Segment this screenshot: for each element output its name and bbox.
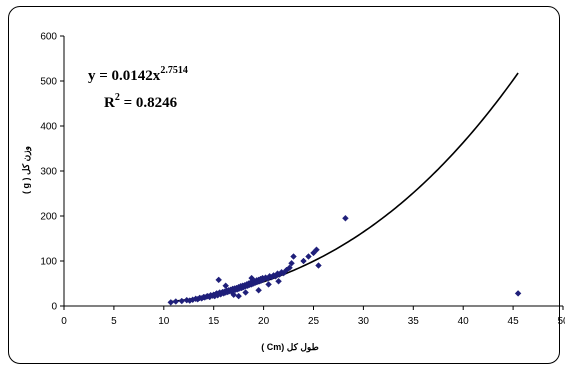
data-point <box>235 292 242 300</box>
trendline <box>168 72 519 303</box>
y-tick-label: 0 <box>51 302 57 313</box>
data-point <box>167 299 175 306</box>
data-point <box>255 286 262 294</box>
x-axis-title: طول کل (Cm ) <box>261 342 318 353</box>
x-tick-label: 45 <box>508 316 520 327</box>
x-tick-label: 40 <box>458 316 470 327</box>
chart-frame <box>8 6 560 364</box>
y-axis-title: وزن کل ( g ) <box>21 146 32 194</box>
y-tick-labels: 0 100 200 300 400 500 600 <box>40 32 57 313</box>
data-point <box>290 253 297 260</box>
data-points <box>167 214 522 306</box>
y-tick-label: 300 <box>40 167 57 178</box>
x-tick-label: 30 <box>358 316 370 327</box>
x-tick-label: 20 <box>258 316 270 327</box>
x-tick-label: 35 <box>408 316 420 327</box>
data-point <box>342 214 349 222</box>
equation-line-1: y = 0.0142x2.7514 <box>88 65 188 84</box>
y-tick-label: 100 <box>40 257 57 268</box>
data-point <box>315 262 322 269</box>
data-point <box>305 253 312 260</box>
data-point <box>286 264 293 272</box>
x-tick-label: 25 <box>308 316 320 327</box>
y-tick-label: 400 <box>40 122 57 133</box>
y-tick-label: 600 <box>40 32 57 43</box>
y-tick-label: 500 <box>40 77 57 88</box>
data-point <box>313 246 320 254</box>
x-tick-labels: 0 5 10 15 20 25 30 35 40 45 50 <box>61 316 565 327</box>
data-point <box>265 281 272 288</box>
data-point <box>288 259 295 267</box>
data-point <box>222 282 229 290</box>
data-point <box>300 257 307 265</box>
data-point <box>215 276 222 284</box>
data-point <box>172 298 180 305</box>
data-point <box>514 290 522 297</box>
data-point <box>178 297 186 305</box>
data-point <box>242 289 249 296</box>
data-point <box>230 291 237 299</box>
x-tick-label: 10 <box>158 316 170 327</box>
x-tick-label: 50 <box>557 316 565 327</box>
data-point <box>275 277 282 285</box>
x-tick-label: 15 <box>208 316 220 327</box>
x-tick-label: 5 <box>111 316 117 327</box>
x-tick-label: 0 <box>61 316 67 327</box>
y-tick-label: 200 <box>40 212 57 223</box>
equation-line-2: R2 = 0.8246 <box>104 92 178 111</box>
data-point <box>248 274 255 282</box>
axes <box>60 35 564 310</box>
